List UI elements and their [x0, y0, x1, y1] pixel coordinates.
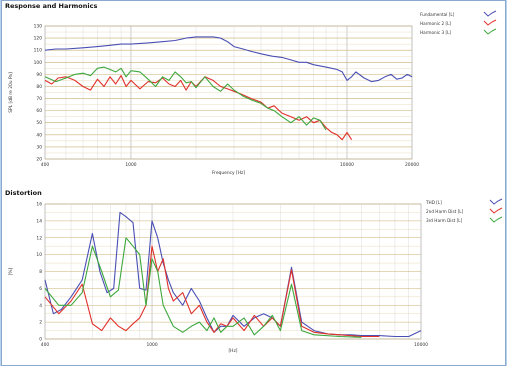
chart-title-response: Response and Harmonics: [5, 2, 98, 10]
y-tick-label: 120: [34, 36, 43, 42]
chart-title-distortion: Distortion: [5, 189, 42, 197]
y-tick-label: 100: [34, 60, 43, 66]
y-tick-label: 2: [39, 320, 42, 326]
y-tick-label: 20: [36, 157, 42, 163]
y-tick-label: 130: [34, 24, 43, 30]
legend-label-1: 2nd Harm Dist [L]: [426, 209, 464, 214]
y-tick-label: 60: [36, 108, 42, 114]
series-line-1: [44, 245, 380, 338]
legend-label-0: THD [L]: [425, 200, 442, 205]
y-tick-label: 40: [36, 132, 42, 138]
x-tick-label: 400: [41, 342, 50, 348]
y-tick-label: 6: [39, 286, 42, 292]
y-tick-label: 16: [36, 202, 42, 208]
y-tick-label: 10: [36, 252, 42, 258]
legend-label-0: Fundamental [L]: [420, 12, 455, 17]
x-tick-label: 400: [41, 162, 50, 168]
y-tick-label: 70: [36, 96, 42, 102]
x-tick-label: 10000: [414, 342, 428, 348]
y-tick-label: 8: [39, 269, 42, 275]
legend-label-2: 3rd Harm Dist [L]: [426, 218, 463, 223]
legend-swatch-2: [489, 216, 503, 223]
y-tick-label: 12: [36, 235, 42, 241]
y-tick-label: 50: [36, 120, 42, 126]
legend-swatch-2: [483, 28, 497, 35]
y-axis-label: [%]: [8, 267, 14, 275]
x-axis-label: [Hz]: [228, 348, 237, 354]
y-tick-label: 0: [39, 337, 42, 343]
legend-label-1: Harmonic 2 [L]: [420, 21, 451, 26]
series-line-0: [44, 36, 413, 83]
y-axis-label: SPL [dB re 20u Pa]: [8, 72, 14, 113]
chart-0: 20 30 40 50 60 70 80 90 100 110 120 130 400 1000 10000…: [8, 10, 497, 176]
x-tick-label: 10000: [340, 162, 354, 168]
legend-swatch-0: [483, 10, 497, 17]
y-tick-label: 4: [39, 303, 42, 309]
y-tick-label: 30: [36, 144, 42, 150]
y-tick-label: 80: [36, 84, 42, 90]
y-tick-label: 90: [36, 72, 42, 78]
x-axis-label: Frequency [Hz]: [212, 170, 245, 176]
legend-swatch-1: [483, 19, 497, 26]
legend-swatch-0: [489, 198, 503, 205]
legend-swatch-1: [489, 207, 503, 214]
x-tick-label: 1000: [146, 342, 157, 348]
legend-label-2: Harmonic 3 [L]: [420, 30, 451, 35]
x-tick-label: 1000: [125, 162, 136, 168]
series-line-2: [44, 66, 327, 131]
series-line-2: [44, 237, 362, 338]
y-tick-label: 14: [36, 218, 42, 224]
y-tick-label: 110: [34, 48, 43, 54]
x-tick-label: 20000: [405, 162, 419, 168]
chart-1: 0 2 4 6 8 10 12 14 16 400 1000 10000 [Hz] [%] THD [L] 2…: [8, 198, 503, 354]
